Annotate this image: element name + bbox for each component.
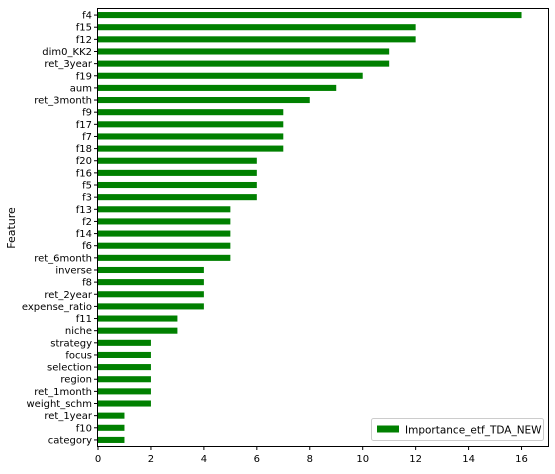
bar-dim0_KK2 xyxy=(98,48,390,55)
y-tick-label-ret_1year: ret_1year xyxy=(44,411,93,422)
bar-f20 xyxy=(98,157,257,164)
bar-f19 xyxy=(98,72,363,79)
bar-ret_3year xyxy=(98,60,390,67)
bar-ret_2year xyxy=(98,291,204,298)
bar-f11 xyxy=(98,315,178,322)
y-tick-label-niche: niche xyxy=(65,326,92,337)
x-tick-label-16: 16 xyxy=(515,454,528,465)
y-tick-label-f16: f16 xyxy=(76,168,92,179)
y-tick-label-f3: f3 xyxy=(82,193,92,204)
y-tick-label-f7: f7 xyxy=(82,132,92,143)
bar-category xyxy=(98,436,125,443)
y-tick-label-ret_3year: ret_3year xyxy=(44,59,93,70)
bar-f2 xyxy=(98,218,231,225)
legend-swatch xyxy=(377,425,399,433)
bar-inverse xyxy=(98,266,204,274)
bar-f8 xyxy=(98,279,204,286)
bar-region xyxy=(98,376,151,383)
bar-aum xyxy=(98,84,337,91)
y-tick-label-f8: f8 xyxy=(82,278,92,289)
y-tick-label-f9: f9 xyxy=(82,108,92,119)
y-tick-label-weight_schm: weight_schm xyxy=(26,399,92,410)
y-tick-label-aum: aum xyxy=(70,83,92,94)
bar-f6 xyxy=(98,242,231,249)
bar-weight_schm xyxy=(98,400,151,407)
y-tick-label-f17: f17 xyxy=(76,120,92,131)
y-axis-label: Feature xyxy=(5,207,18,249)
bar-ret_6month xyxy=(98,254,231,261)
bar-ret_1month xyxy=(98,388,151,395)
x-tick-label-6: 6 xyxy=(254,454,260,465)
bar-f5 xyxy=(98,181,257,189)
y-tick-label-f19: f19 xyxy=(76,71,92,82)
y-tick-label-expense_ratio: expense_ratio xyxy=(22,302,92,313)
bar-f17 xyxy=(98,121,284,128)
bar-focus xyxy=(98,351,151,358)
y-tick-label-f12: f12 xyxy=(76,35,92,46)
bar-f9 xyxy=(98,109,284,116)
y-tick-label-f5: f5 xyxy=(82,181,92,192)
bar-selection xyxy=(98,364,151,371)
y-tick-label-f6: f6 xyxy=(82,241,92,252)
y-tick-label-f15: f15 xyxy=(76,23,92,34)
bar-ret_3month xyxy=(98,97,310,104)
bar-niche xyxy=(98,327,178,334)
y-tick-label-f2: f2 xyxy=(82,217,92,228)
legend-box xyxy=(371,418,544,441)
y-tick-label-f11: f11 xyxy=(76,314,92,325)
y-tick-label-selection: selection xyxy=(47,363,92,374)
y-tick-label-f20: f20 xyxy=(76,156,92,167)
x-tick-label-4: 4 xyxy=(201,454,207,465)
y-tick-label-ret_6month: ret_6month xyxy=(34,253,92,264)
bar-f16 xyxy=(98,169,257,176)
bar-f4 xyxy=(98,12,522,19)
bar-f13 xyxy=(98,206,231,213)
bar-f3 xyxy=(98,194,257,201)
y-tick-label-f4: f4 xyxy=(82,11,92,22)
bar-f15 xyxy=(98,24,416,31)
bar-f14 xyxy=(98,230,231,237)
y-tick-label-strategy: strategy xyxy=(50,338,92,349)
bar-ret_1year xyxy=(98,412,125,419)
bars-layer xyxy=(98,12,522,443)
bar-f12 xyxy=(98,36,416,43)
x-tick-label-10: 10 xyxy=(356,454,369,465)
x-tick-label-14: 14 xyxy=(462,454,475,465)
legend: Importance_etf_TDA_NEW xyxy=(371,418,544,441)
x-tick-label-12: 12 xyxy=(409,454,422,465)
x-tick-layer: 0 2 4 6 8 10 12 14 16 xyxy=(95,446,528,465)
bar-expense_ratio xyxy=(98,303,204,310)
y-tick-label-region: region xyxy=(60,375,92,386)
x-tick-label-0: 0 xyxy=(95,454,101,465)
bar-f10 xyxy=(98,424,125,431)
y-tick-label-ret_2year: ret_2year xyxy=(44,290,93,301)
bar-f18 xyxy=(98,145,284,152)
y-tick-label-f18: f18 xyxy=(76,144,92,155)
plot-frame xyxy=(97,8,549,447)
y-tick-label-dim0_KK2: dim0_KK2 xyxy=(42,47,92,58)
y-tick-label-f14: f14 xyxy=(76,229,92,240)
y-tick-label-f10: f10 xyxy=(76,423,92,434)
x-tick-label-2: 2 xyxy=(148,454,154,465)
bar-f7 xyxy=(98,133,284,140)
y-tick-label-focus: focus xyxy=(65,350,92,361)
y-tick-label-ret_3month: ret_3month xyxy=(34,96,92,107)
y-tick-label-category: category xyxy=(48,435,92,446)
y-tick-label-inverse: inverse xyxy=(55,265,92,276)
legend-label: Importance_etf_TDA_NEW xyxy=(405,425,542,437)
y-tick-label-f13: f13 xyxy=(76,205,92,216)
y-tick-label-ret_1month: ret_1month xyxy=(34,387,92,398)
bar-strategy xyxy=(98,339,151,346)
x-tick-label-8: 8 xyxy=(307,454,313,465)
